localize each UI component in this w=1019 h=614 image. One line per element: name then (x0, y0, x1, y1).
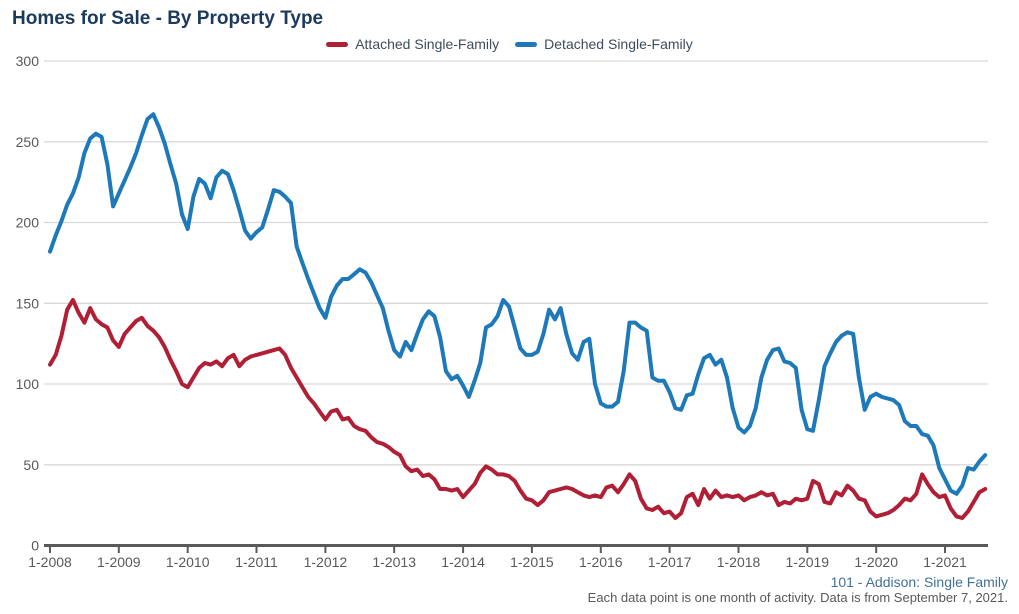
x-tick-label: 1-2019 (786, 554, 830, 570)
y-tick-label: 200 (16, 215, 40, 231)
x-tick-label: 1-2012 (304, 554, 348, 570)
x-tick-label: 1-2013 (372, 554, 416, 570)
x-tick-label: 1-2018 (717, 554, 761, 570)
legend-label-detached: Detached Single-Family (544, 36, 693, 52)
series-line-attached-single-family (48, 298, 988, 520)
y-tick-label: 100 (16, 376, 40, 392)
footnote: Each data point is one month of activity… (587, 590, 1008, 605)
x-tick-label: 1-2020 (854, 554, 898, 570)
y-tick-label: 300 (16, 53, 40, 69)
x-tick-label: 1-2009 (97, 554, 141, 570)
x-tick-label: 1-2021 (923, 554, 967, 570)
y-tick-label: 150 (16, 295, 40, 311)
legend-marker-detached-icon (515, 41, 538, 47)
series-line-detached-single-family (48, 112, 988, 496)
legend-marker-attached-icon (326, 41, 349, 47)
chart-title: Homes for Sale - By Property Type (12, 8, 324, 29)
legend-item-detached-single-family[interactable]: Detached Single-Family (515, 36, 693, 52)
y-tick-label: 250 (16, 134, 40, 150)
legend-item-attached-single-family[interactable]: Attached Single-Family (326, 36, 499, 52)
x-tick-label: 1-2011 (235, 554, 278, 570)
legend: Attached Single-Family Detached Single-F… (0, 36, 1019, 52)
legend-label-attached: Attached Single-Family (355, 36, 500, 52)
x-tick-label: 1-2008 (28, 554, 72, 570)
x-tick-label: 1-2015 (510, 554, 554, 570)
x-tick-label: 1-2010 (166, 554, 210, 570)
y-tick-label: 50 (23, 457, 39, 473)
x-tick-label: 1-2016 (579, 554, 623, 570)
chart-footer: 101 - Addison: Single Family Each data p… (588, 574, 1008, 606)
x-tick-label: 1-2014 (441, 554, 485, 570)
x-tick-label: 1-2017 (648, 554, 692, 570)
listing-link[interactable]: 101 - Addison: Single Family (830, 574, 1008, 590)
y-tick-label: 0 (31, 538, 39, 554)
